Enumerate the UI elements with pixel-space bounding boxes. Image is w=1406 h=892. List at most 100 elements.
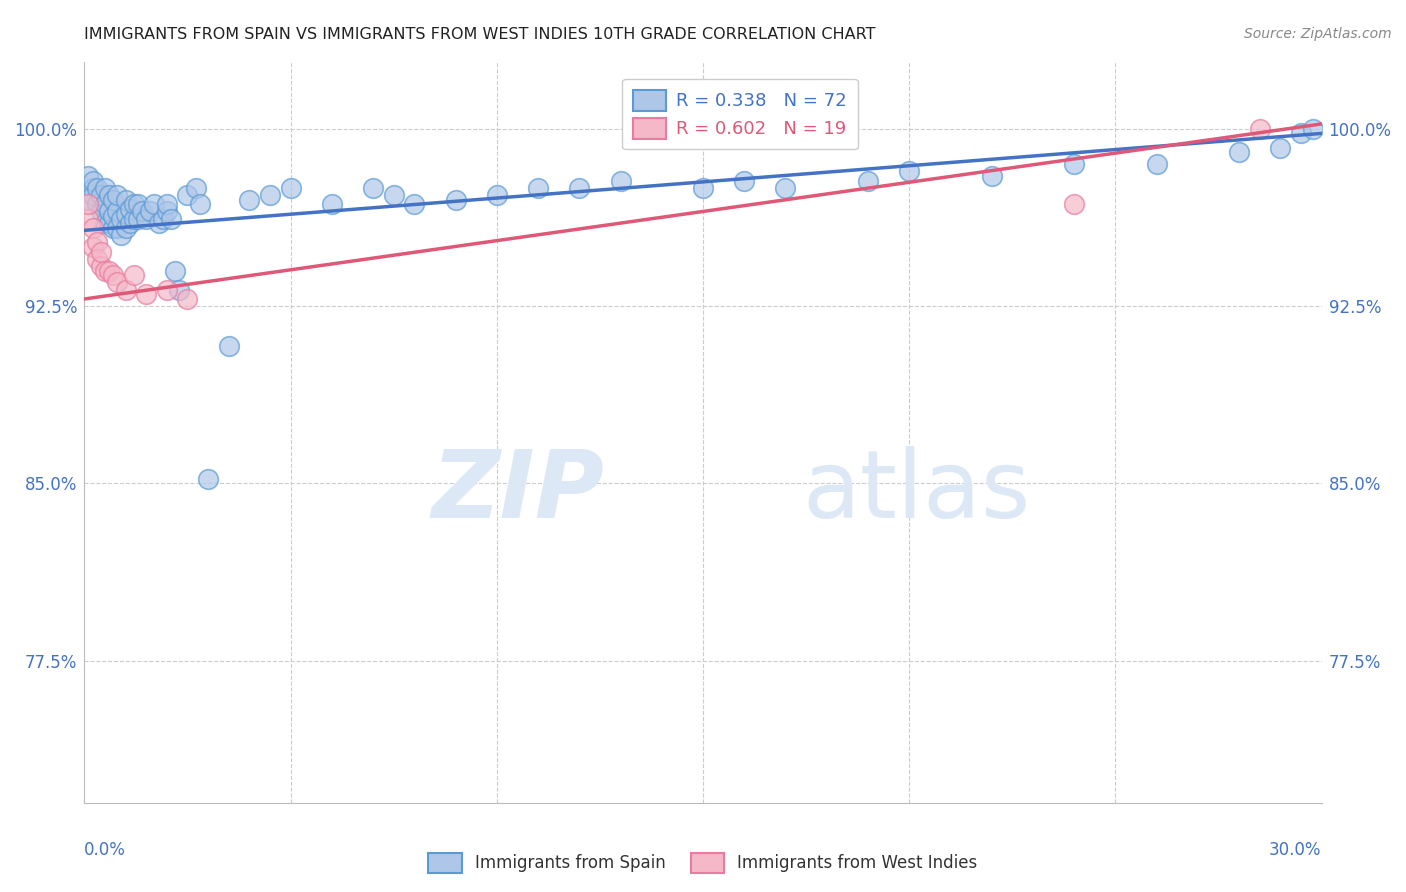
Point bbox=[321, 197, 343, 211]
Point bbox=[82, 174, 104, 188]
Point bbox=[167, 283, 190, 297]
Point bbox=[1302, 121, 1324, 136]
Point bbox=[122, 211, 145, 226]
Point bbox=[105, 204, 128, 219]
Point bbox=[114, 221, 136, 235]
Point bbox=[238, 193, 260, 207]
Point bbox=[152, 211, 174, 226]
Point bbox=[609, 174, 631, 188]
Point bbox=[86, 235, 108, 250]
Point bbox=[1063, 157, 1085, 171]
Point bbox=[361, 181, 384, 195]
Point bbox=[1249, 121, 1271, 136]
Point bbox=[485, 187, 508, 202]
Point bbox=[118, 216, 141, 230]
Point bbox=[165, 263, 187, 277]
Point bbox=[160, 211, 183, 226]
Point bbox=[259, 187, 281, 202]
Point bbox=[86, 252, 108, 266]
Point bbox=[1289, 127, 1312, 141]
Point bbox=[82, 240, 104, 254]
Point bbox=[103, 268, 125, 283]
Point bbox=[156, 283, 179, 297]
Point bbox=[105, 187, 128, 202]
Point bbox=[127, 197, 149, 211]
Point bbox=[197, 472, 219, 486]
Point bbox=[82, 221, 104, 235]
Point bbox=[90, 187, 112, 202]
Point bbox=[77, 197, 100, 211]
Point bbox=[103, 221, 125, 235]
Point bbox=[122, 197, 145, 211]
Point bbox=[122, 268, 145, 283]
Point bbox=[135, 211, 157, 226]
Point bbox=[90, 204, 112, 219]
Point bbox=[382, 187, 405, 202]
Point bbox=[568, 181, 591, 195]
Point bbox=[1270, 140, 1292, 154]
Point bbox=[98, 216, 121, 230]
Point bbox=[94, 181, 117, 195]
Point bbox=[98, 204, 121, 219]
Point bbox=[775, 181, 797, 195]
Point bbox=[527, 181, 550, 195]
Text: 30.0%: 30.0% bbox=[1270, 841, 1322, 859]
Point bbox=[143, 197, 166, 211]
Point bbox=[218, 339, 240, 353]
Point bbox=[135, 287, 157, 301]
Legend: Immigrants from Spain, Immigrants from West Indies: Immigrants from Spain, Immigrants from W… bbox=[422, 847, 984, 880]
Point bbox=[148, 216, 170, 230]
Point bbox=[733, 174, 755, 188]
Point bbox=[184, 181, 207, 195]
Text: ZIP: ZIP bbox=[432, 446, 605, 538]
Point bbox=[280, 181, 302, 195]
Point bbox=[444, 193, 467, 207]
Point bbox=[404, 197, 426, 211]
Point bbox=[103, 209, 125, 223]
Point bbox=[77, 169, 100, 183]
Point bbox=[114, 207, 136, 221]
Point bbox=[1146, 157, 1168, 171]
Point bbox=[98, 187, 121, 202]
Point bbox=[176, 187, 198, 202]
Point bbox=[94, 263, 117, 277]
Point bbox=[188, 197, 211, 211]
Legend: R = 0.338   N = 72, R = 0.602   N = 19: R = 0.338 N = 72, R = 0.602 N = 19 bbox=[623, 78, 858, 150]
Point bbox=[156, 197, 179, 211]
Point bbox=[110, 211, 132, 226]
Point bbox=[139, 204, 162, 219]
Point bbox=[1063, 197, 1085, 211]
Point bbox=[114, 283, 136, 297]
Text: 0.0%: 0.0% bbox=[84, 841, 127, 859]
Y-axis label: 10th Grade: 10th Grade bbox=[0, 385, 3, 480]
Point bbox=[105, 276, 128, 290]
Point bbox=[110, 228, 132, 243]
Point bbox=[1227, 145, 1250, 160]
Point bbox=[103, 193, 125, 207]
Point bbox=[82, 187, 104, 202]
Point bbox=[86, 197, 108, 211]
Text: IMMIGRANTS FROM SPAIN VS IMMIGRANTS FROM WEST INDIES 10TH GRADE CORRELATION CHAR: IMMIGRANTS FROM SPAIN VS IMMIGRANTS FROM… bbox=[84, 27, 876, 42]
Point bbox=[82, 181, 104, 195]
Point bbox=[898, 164, 921, 178]
Point bbox=[77, 211, 100, 226]
Text: atlas: atlas bbox=[801, 446, 1031, 538]
Point bbox=[692, 181, 714, 195]
Point bbox=[94, 197, 117, 211]
Point bbox=[98, 263, 121, 277]
Point bbox=[176, 292, 198, 306]
Point bbox=[127, 211, 149, 226]
Point bbox=[156, 204, 179, 219]
Text: Source: ZipAtlas.com: Source: ZipAtlas.com bbox=[1244, 27, 1392, 41]
Point bbox=[118, 202, 141, 216]
Point bbox=[980, 169, 1002, 183]
Point bbox=[131, 204, 153, 219]
Point bbox=[94, 216, 117, 230]
Point bbox=[856, 174, 879, 188]
Point bbox=[105, 221, 128, 235]
Point bbox=[90, 259, 112, 273]
Point bbox=[77, 193, 100, 207]
Point bbox=[90, 244, 112, 259]
Point bbox=[114, 193, 136, 207]
Point bbox=[86, 181, 108, 195]
